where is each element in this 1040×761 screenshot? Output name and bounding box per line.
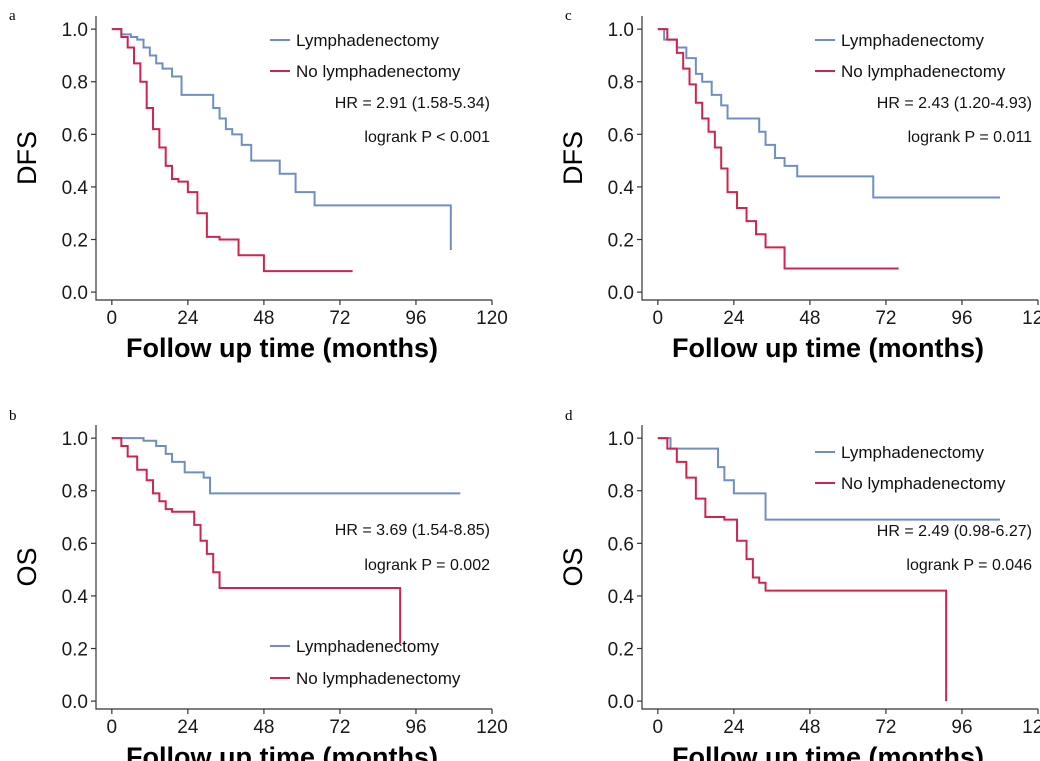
- km-curve-lymphadenectomy: [111, 437, 461, 495]
- x-tick-label: 120: [1022, 308, 1040, 329]
- y-tick-label: 0.4: [608, 178, 635, 199]
- km-curve-no-lymphadenectomy: [111, 28, 353, 273]
- y-tick-label: 0.4: [608, 587, 635, 608]
- y-tick-label: 0.6: [62, 125, 88, 146]
- y-tick-label: 0.6: [62, 534, 88, 555]
- x-axis-title: Follow up time (months): [126, 742, 438, 761]
- x-tick-label: 0: [653, 308, 664, 329]
- logrank-annotation: logrank P < 0.001: [364, 129, 490, 146]
- legend-label: No lymphadenectomy: [841, 474, 1006, 493]
- y-tick-label: 0.2: [608, 231, 634, 252]
- panel-c: c 0.0 0.2 0.4 0.6 0.8 1.0 0 24 48 72 96 120 Follow up…: [558, 8, 1040, 363]
- x-tick-label: 120: [476, 717, 508, 738]
- x-tick-label: 24: [723, 308, 745, 329]
- axes-frame: [95, 425, 492, 710]
- panel-letter: a: [9, 8, 16, 24]
- legend-label: Lymphadenectomy: [296, 637, 440, 656]
- y-tick-label: 0.8: [62, 482, 88, 503]
- y-axis-title: DFS: [12, 131, 42, 185]
- y-axis-title: OS: [558, 547, 588, 586]
- x-tick-label: 72: [329, 717, 350, 738]
- x-tick-label: 0: [107, 717, 118, 738]
- x-tick-label: 72: [329, 308, 350, 329]
- legend-label: Lymphadenectomy: [296, 31, 440, 50]
- km-curve-lymphadenectomy: [111, 28, 452, 251]
- km-curve-no-lymphadenectomy: [657, 28, 899, 270]
- y-tick-label: 0.0: [608, 283, 634, 304]
- y-tick-label: 0.8: [62, 73, 88, 94]
- x-tick-label: 0: [653, 717, 664, 738]
- y-tick-label: 0.4: [62, 587, 89, 608]
- km-curve-no-lymphadenectomy: [657, 437, 948, 702]
- y-tick-label: 1.0: [62, 20, 88, 41]
- y-tick-label: 0.2: [62, 231, 88, 252]
- y-tick-label: 0.2: [608, 640, 634, 661]
- y-tick-label: 0.2: [62, 640, 88, 661]
- x-tick-label: 96: [951, 308, 972, 329]
- legend-label: No lymphadenectomy: [841, 62, 1006, 81]
- x-tick-label: 120: [1022, 717, 1040, 738]
- legend-label: Lymphadenectomy: [841, 31, 985, 50]
- x-tick-label: 24: [723, 717, 745, 738]
- logrank-annotation: logrank P = 0.046: [906, 557, 1032, 574]
- x-tick-label: 72: [875, 717, 896, 738]
- panel-d: d 0.0 0.2 0.4 0.6 0.8 1.0 0 24 48 72 96 120 Follow up…: [558, 408, 1040, 761]
- y-tick-label: 0.6: [608, 534, 634, 555]
- y-axis-title: OS: [12, 547, 42, 586]
- y-tick-label: 0.0: [608, 692, 634, 713]
- x-tick-label: 24: [177, 308, 199, 329]
- km-curve-lymphadenectomy: [657, 28, 1000, 199]
- y-tick-label: 0.8: [608, 73, 634, 94]
- x-tick-label: 48: [799, 308, 820, 329]
- x-tick-label: 96: [405, 308, 426, 329]
- x-axis-title: Follow up time (months): [672, 333, 984, 363]
- y-tick-label: 1.0: [608, 429, 634, 450]
- legend-label: Lymphadenectomy: [841, 443, 985, 462]
- y-tick-label: 0.4: [62, 178, 89, 199]
- x-axis-title: Follow up time (months): [672, 742, 984, 761]
- x-tick-label: 48: [799, 717, 820, 738]
- x-tick-label: 96: [405, 717, 426, 738]
- x-tick-label: 48: [253, 717, 274, 738]
- panel-letter: d: [565, 408, 573, 424]
- x-axis-title: Follow up time (months): [126, 333, 438, 363]
- x-tick-label: 120: [476, 308, 508, 329]
- legend-label: No lymphadenectomy: [296, 669, 461, 688]
- x-tick-label: 48: [253, 308, 274, 329]
- x-tick-label: 24: [177, 717, 199, 738]
- axes-frame: [641, 16, 1038, 301]
- y-tick-label: 0.6: [608, 125, 634, 146]
- y-tick-label: 0.0: [62, 283, 88, 304]
- x-tick-label: 72: [875, 308, 896, 329]
- y-tick-label: 1.0: [608, 20, 634, 41]
- y-tick-label: 1.0: [62, 429, 88, 450]
- y-tick-label: 0.8: [608, 482, 634, 503]
- x-tick-label: 96: [951, 717, 972, 738]
- panel-letter: b: [9, 408, 17, 424]
- x-tick-label: 0: [107, 308, 118, 329]
- logrank-annotation: logrank P = 0.002: [364, 557, 490, 574]
- panel-letter: c: [565, 8, 572, 24]
- legend-label: No lymphadenectomy: [296, 62, 461, 81]
- axes-frame: [641, 425, 1038, 710]
- y-tick-label: 0.0: [62, 692, 88, 713]
- hr-annotation: HR = 2.91 (1.58-5.34): [335, 95, 490, 112]
- axes-frame: [95, 16, 492, 301]
- km-curve-no-lymphadenectomy: [111, 437, 402, 644]
- hr-annotation: HR = 3.69 (1.54-8.85): [335, 522, 490, 539]
- y-axis-title: DFS: [558, 131, 588, 185]
- hr-annotation: HR = 2.43 (1.20-4.93): [877, 95, 1032, 112]
- logrank-annotation: logrank P = 0.011: [908, 129, 1032, 146]
- panel-a: a 0.0 0.2 0.4 0.6 0.8 1.0 0 24 48 72 96 120 Follow up…: [9, 8, 508, 363]
- hr-annotation: HR = 2.49 (0.98-6.27): [877, 523, 1032, 540]
- panel-b: b 0.0 0.2 0.4 0.6 0.8 1.0 0 24 48 72 96 120 Follow up…: [9, 408, 508, 761]
